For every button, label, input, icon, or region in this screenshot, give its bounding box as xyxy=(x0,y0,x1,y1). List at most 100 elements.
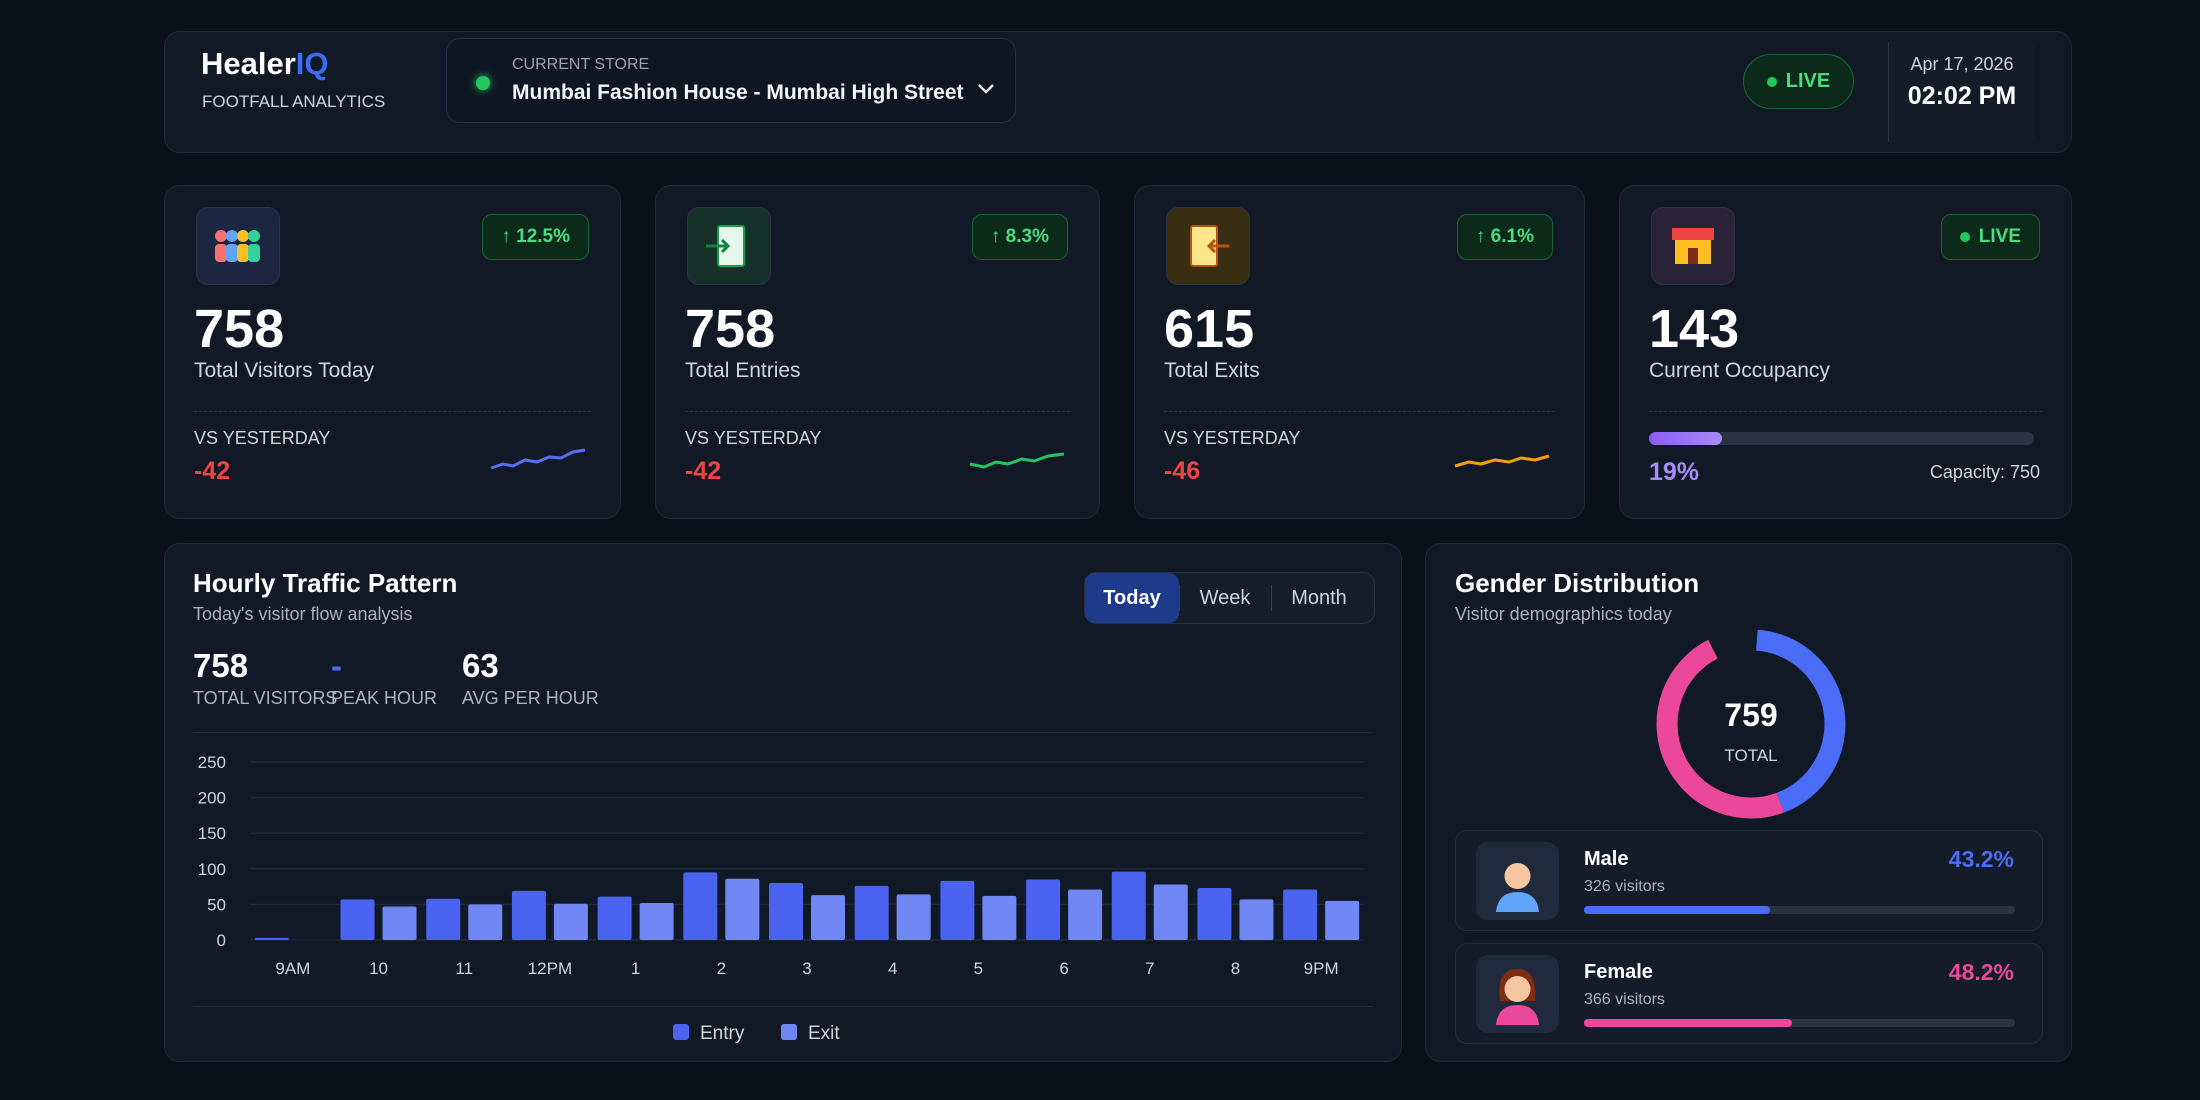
gender-track xyxy=(1584,906,2015,914)
icon-arrow xyxy=(1206,238,1229,254)
x-tick-label: 5 xyxy=(974,959,983,978)
bar xyxy=(725,878,760,940)
bar xyxy=(1111,871,1146,940)
datetime: Apr 17, 2026 02:02 PM xyxy=(1888,42,2035,142)
divider xyxy=(1164,411,1555,412)
gender-row: Female 366 visitors 48.2% xyxy=(1455,943,2043,1044)
bar xyxy=(382,906,417,940)
gender-row: Male 326 visitors 43.2% xyxy=(1455,830,2043,931)
icon-glyph xyxy=(1190,225,1229,267)
change-text: ↑ 12.5% xyxy=(501,226,570,247)
summary-value: 758 xyxy=(193,647,249,684)
sparkline xyxy=(969,452,1065,469)
summary-label: PEAK HOUR xyxy=(331,688,438,708)
delta: -46 xyxy=(1164,457,1201,485)
bar xyxy=(982,895,1017,940)
separator xyxy=(193,732,1373,733)
tab-group: Today Week Month xyxy=(1084,572,1375,624)
x-tick-label: 2 xyxy=(717,959,726,978)
gender-subtitle: Visitor demographics today xyxy=(1455,604,1672,624)
bar xyxy=(468,904,503,940)
x-tick-label: 9PM xyxy=(1304,959,1339,978)
progress-track xyxy=(1649,432,2034,445)
summary-label: AVG PER HOUR xyxy=(462,688,599,708)
delta: -42 xyxy=(194,457,231,485)
stat-card: ↑ 12.5% 758 Total Visitors Today VS YESTERD… xyxy=(164,185,621,519)
gender-name: Male xyxy=(1584,848,1629,870)
y-tick-label: 100 xyxy=(198,860,226,879)
store-selector[interactable]: CURRENT STORE Mumbai Fashion House - Mum… xyxy=(446,38,1016,123)
y-tick-label: 0 xyxy=(217,931,226,950)
live-dot xyxy=(1959,232,1970,242)
tab-divider xyxy=(1271,585,1272,611)
donut: 759 TOTAL xyxy=(1656,629,1846,819)
y-tick-label: 250 xyxy=(198,753,226,772)
stat-value: 758 xyxy=(685,299,776,359)
bar xyxy=(896,894,931,940)
icon-person xyxy=(248,244,260,262)
icon-person xyxy=(237,244,249,262)
bar xyxy=(1068,889,1103,940)
change-text: ↑ 8.3% xyxy=(990,226,1049,247)
compare-label: VS YESTERDAY xyxy=(685,428,822,448)
stat-icon xyxy=(196,207,280,285)
icon-person xyxy=(226,244,238,262)
date: Apr 17, 2026 xyxy=(1910,54,2014,74)
change-text: ↑ 6.1% xyxy=(1475,226,1534,247)
donut-total-label: TOTAL xyxy=(1724,746,1777,765)
icon-door xyxy=(1688,248,1698,264)
chart-subtitle: Today's visitor flow analysis xyxy=(193,604,413,624)
x-tick-label: 11 xyxy=(455,959,473,978)
avatar xyxy=(1476,955,1559,1033)
percent-label: 19% xyxy=(1649,458,1700,486)
bar xyxy=(1239,899,1274,940)
live-text: LIVE xyxy=(1785,70,1831,92)
legend-swatch xyxy=(673,1024,689,1040)
stat-card: ↑ 6.1% 615 Total Exits VS YESTERDAY -46 xyxy=(1134,185,1585,519)
legend-label: Exit xyxy=(808,1023,840,1044)
icon-roof xyxy=(1672,228,1714,240)
stat-icon xyxy=(1651,207,1735,285)
gender-fill xyxy=(1584,1019,1792,1027)
tab[interactable]: Week xyxy=(1199,586,1251,609)
bar xyxy=(854,885,889,940)
tab[interactable]: Today xyxy=(1085,573,1179,623)
store-name: Mumbai Fashion House - Mumbai High Stree… xyxy=(512,81,964,104)
bar xyxy=(1197,888,1232,940)
bar xyxy=(1153,884,1188,940)
sparkline-path xyxy=(1454,454,1550,468)
bar xyxy=(597,896,632,940)
stat-label: Current Occupancy xyxy=(1649,359,1830,382)
stat-label: Total Entries xyxy=(685,359,801,382)
compare-label: VS YESTERDAY xyxy=(194,428,331,448)
stat-icon xyxy=(1166,207,1250,285)
summary-value: - xyxy=(331,647,342,684)
divider xyxy=(1649,411,2042,412)
x-tick-label: 8 xyxy=(1231,959,1240,978)
compare-label: VS YESTERDAY xyxy=(1164,428,1301,448)
icon-person xyxy=(215,230,227,242)
gender-visitors: 326 visitors xyxy=(1584,878,1665,895)
gender-percent: 48.2% xyxy=(1948,959,2014,985)
legend-label: Entry xyxy=(700,1023,745,1044)
gender-title: Gender Distribution xyxy=(1455,568,1700,598)
bar xyxy=(254,937,289,940)
sparkline xyxy=(490,448,586,470)
bar xyxy=(683,872,718,940)
donut-segment xyxy=(1656,639,1785,819)
stat-value: 615 xyxy=(1164,299,1255,359)
bar-chart: 0 50 100 150 200 250 9AM 10 11 12PM 1 2 3 4 5 6 7 8 9PM Ent… xyxy=(198,753,1364,1044)
tab[interactable]: Month xyxy=(1291,586,1347,609)
bar xyxy=(426,898,461,940)
x-tick-label: 6 xyxy=(1059,959,1068,978)
icon-glyph xyxy=(1672,228,1714,264)
sparkline xyxy=(1454,454,1550,468)
avatar-hair xyxy=(1503,860,1532,874)
logo: HealerIQ xyxy=(201,46,329,82)
time: 02:02 PM xyxy=(1907,82,2017,110)
live-pill: LIVE xyxy=(1743,54,1854,109)
icon-person xyxy=(248,230,260,242)
header: HealerIQ FOOTFALL ANALYTICS CURRENT STOR… xyxy=(164,31,2072,153)
avatar-face xyxy=(1504,863,1531,889)
chart-title: Hourly Traffic Pattern xyxy=(193,568,458,598)
